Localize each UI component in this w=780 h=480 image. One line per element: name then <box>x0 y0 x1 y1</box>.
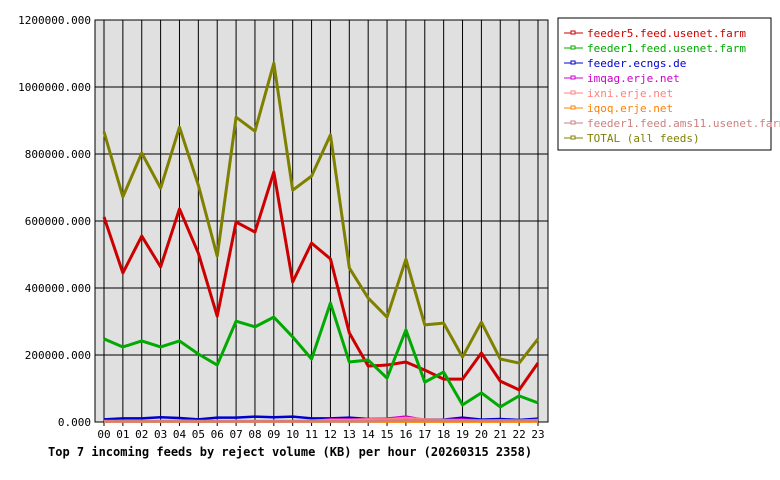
x-tick-label: 19 <box>456 428 469 441</box>
x-tick-label: 01 <box>116 428 129 441</box>
legend-label: feeder5.feed.usenet.farm <box>587 27 746 40</box>
legend-label: feeder1.feed.usenet.farm <box>587 42 746 55</box>
legend-marker <box>570 120 576 125</box>
x-tick-label: 12 <box>324 428 337 441</box>
chart-title: Top 7 incoming feeds by reject volume (K… <box>48 445 532 459</box>
x-tick-label: 22 <box>513 428 526 441</box>
series-line <box>104 418 538 423</box>
legend-marker <box>570 30 576 35</box>
series-line <box>102 61 540 365</box>
x-tick-label: 09 <box>267 428 280 441</box>
y-tick-label: 600000.000 <box>25 215 91 228</box>
x-tick-label: 14 <box>362 428 376 441</box>
legend-marker <box>570 60 576 65</box>
x-tick-label: 00 <box>97 428 110 441</box>
y-tick-label: 1200000.000 <box>18 14 91 27</box>
x-tick-label: 02 <box>135 428 148 441</box>
legend-marker <box>570 105 576 110</box>
legend-label: feeder.ecngs.de <box>587 57 686 70</box>
y-tick-label: 1000000.000 <box>18 81 91 94</box>
legend <box>557 17 772 151</box>
x-tick-label: 15 <box>380 428 393 441</box>
x-tick-label: 04 <box>173 428 187 441</box>
y-tick-label: 400000.000 <box>25 282 91 295</box>
y-tick-label: 800000.000 <box>25 148 91 161</box>
x-tick-label: 18 <box>437 428 450 441</box>
x-tick-label: 08 <box>248 428 261 441</box>
legend-label: iqoq.erje.net <box>587 102 673 115</box>
x-tick-label: 03 <box>154 428 167 441</box>
series-line <box>102 170 540 392</box>
legend-marker <box>570 90 576 95</box>
x-tick-label: 20 <box>475 428 488 441</box>
legend-label: ixni.erje.net <box>587 87 673 100</box>
x-tick-label: 21 <box>494 428 507 441</box>
legend-label: feeder1.feed.ams11.usenet.farm <box>587 117 780 130</box>
y-axis: 0.000 200000.000 400000.000 600000.000 80000… <box>18 14 91 429</box>
x-tick-label: 11 <box>305 428 318 441</box>
y-tick-label: 200000.000 <box>25 349 91 362</box>
x-tick-label: 13 <box>343 428 356 441</box>
x-tick-label: 10 <box>286 428 299 441</box>
x-axis: 00 01 02 03 04 05 06 07 08 09 10 11 12 13 14 15 16 17 18 19… <box>97 428 544 441</box>
y-tick-label: 0.000 <box>58 416 91 429</box>
legend-label: TOTAL (all feeds) <box>587 132 700 145</box>
legend-label: imqag.erje.net <box>587 72 680 85</box>
series-lines <box>102 61 540 423</box>
x-tick-label: 05 <box>192 428 205 441</box>
x-tick-label: 07 <box>229 428 242 441</box>
x-tick-label: 16 <box>399 428 412 441</box>
legend-entries: feeder5.feed.usenet.farm feeder1.feed.use… <box>564 27 780 145</box>
legend-marker <box>570 45 576 50</box>
legend-marker <box>570 135 576 140</box>
x-tick-label: 23 <box>531 428 544 441</box>
legend-marker <box>570 75 576 80</box>
x-tick-label: 06 <box>211 428 224 441</box>
series-line <box>103 415 539 422</box>
series-line <box>103 301 539 409</box>
x-tick-label: 17 <box>418 428 431 441</box>
